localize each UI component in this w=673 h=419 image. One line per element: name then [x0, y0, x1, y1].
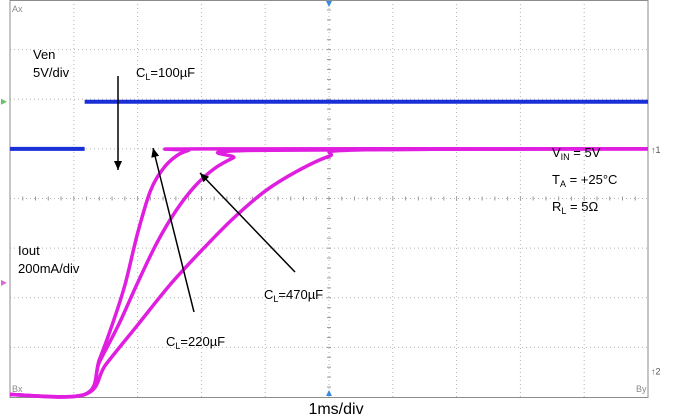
cl-470uf-label: CL=470µF — [264, 287, 323, 304]
iout-label: Iout — [18, 243, 40, 258]
ven-scale-label: 5V/div — [33, 65, 70, 80]
corner-label-bx: Bx — [12, 384, 23, 394]
iout-scale-label: 200mA/div — [18, 261, 80, 276]
channel-2-marker: ↑2 — [651, 367, 661, 377]
ven-label: Ven — [33, 47, 55, 62]
channel-1-marker: ↑1 — [651, 145, 661, 155]
corner-label-ax: Ax — [12, 4, 23, 14]
vin-condition-label: VIN = 5V — [552, 145, 601, 162]
rl-condition-label: RL = 5Ω — [552, 199, 598, 216]
corner-label-by: By — [636, 384, 647, 394]
cl-100uf-label: CL=100µF — [136, 65, 195, 82]
x-axis-label: 1ms/div — [308, 401, 363, 418]
cl-220uf-label: CL=220µF — [166, 334, 225, 351]
